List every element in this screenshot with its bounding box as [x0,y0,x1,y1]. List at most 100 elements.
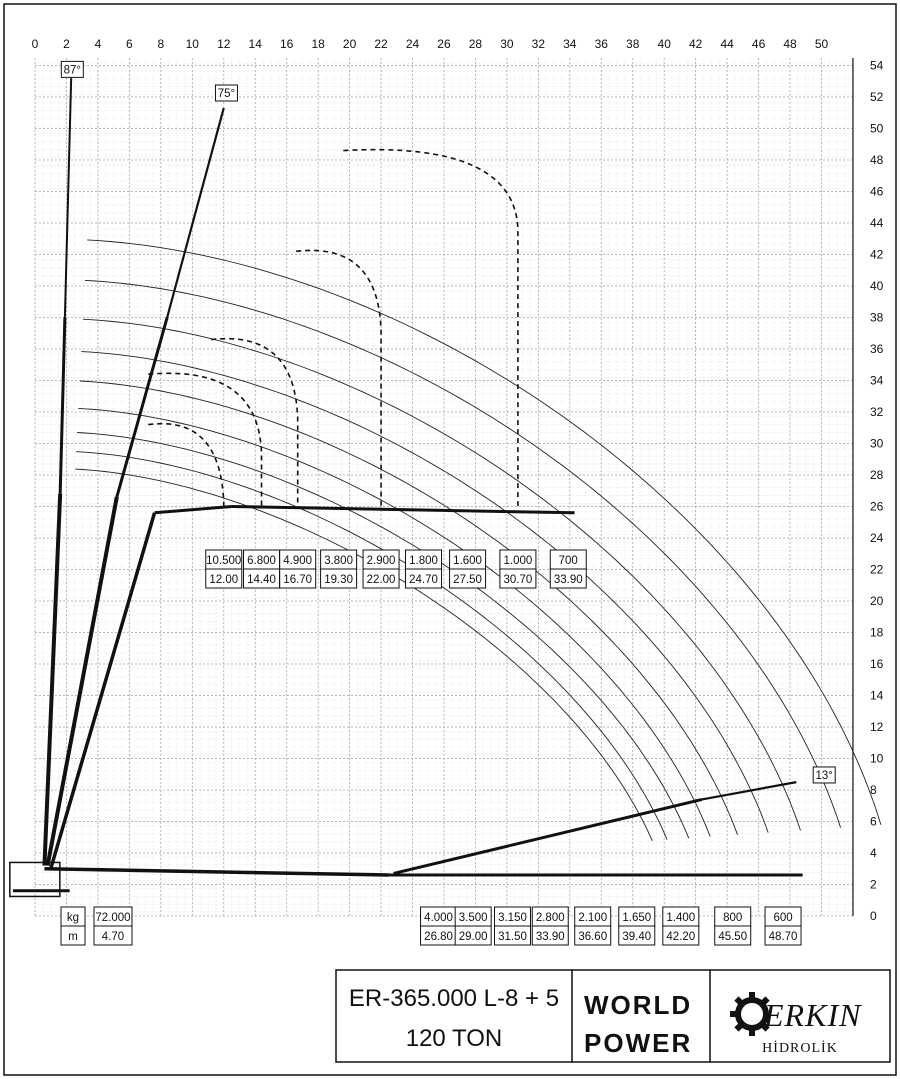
boom-segment [49,512,157,870]
lower-row-label-m-cell [60,925,86,946]
x-tick-label: 44 [720,37,734,51]
upper-m-value: 12.00 [209,574,238,586]
lower-row-label-kg: kg [67,912,79,924]
x-tick-label: 48 [783,37,797,51]
range-arc [82,318,801,831]
x-tick-label: 50 [815,37,829,51]
boom-segment [42,493,63,866]
y-tick-label: 2 [870,878,877,892]
lower-base-kg: 72.000 [95,912,130,924]
y-tick-label: 14 [870,689,884,703]
lower-kg-value: 1.400 [666,912,695,924]
lower-m-value: 42.20 [666,931,695,943]
lower-m-value-cell [574,925,612,946]
boom-segment [44,867,389,877]
x-tick-label: 8 [157,37,164,51]
upper-m-value: 14.40 [247,574,276,586]
x-tick-label: 16 [280,37,294,51]
x-tick-label: 36 [595,37,609,51]
axis-ticks: 0 2 4 6 8 10 12 14 16 18 20 22 24 26 28 30 32 34 36 38 40 42 4… [32,37,884,923]
lower-m-value: 31.50 [498,931,527,943]
range-arc [81,351,769,833]
boom-segment [63,78,73,318]
y-tick-label: 20 [870,594,884,608]
lower-m-value: 45.50 [718,931,747,943]
lower-m-value-cell [493,925,531,946]
upper-m-value: 30.70 [504,574,533,586]
dashed-zone-curve [211,337,299,507]
upper-m-value: 33.90 [554,574,583,586]
upper-m-value-cell [279,568,317,589]
lower-kg-value: 4.000 [424,912,453,924]
outer-frame [3,3,897,1076]
brand-subtitle: HİDROLİK [762,1040,838,1056]
world-power-logo-line2: POWER [584,1028,692,1058]
y-tick-label: 4 [870,846,877,860]
upper-kg-value: 10.500 [206,555,241,567]
capacity-title: 120 TON [406,1025,503,1052]
lower-kg-value: 3.500 [459,912,488,924]
lower-m-value: 29.00 [459,931,488,943]
angle-label-box [812,766,836,784]
y-tick-label: 48 [870,153,884,167]
dashed-zone-curve [296,249,382,507]
y-tick-label: 44 [870,216,884,230]
lower-m-value-cell [618,925,656,946]
x-tick-label: 4 [95,37,102,51]
y-tick-label: 52 [870,90,884,104]
x-tick-label: 0 [32,37,39,51]
upper-kg-value: 4.900 [283,555,312,567]
y-tick-label: 28 [870,468,884,482]
x-tick-label: 32 [532,37,546,51]
x-tick-label: 40 [658,37,672,51]
range-arc [79,380,738,835]
boom-segment [58,317,67,494]
lower-m-value-cell [454,925,492,946]
crane-base [9,861,61,898]
dashed-zone-curve [343,148,519,507]
brand-name: ERKIN [763,997,862,1033]
lower-m-value-cell [662,925,700,946]
y-tick-label: 6 [870,815,877,829]
upper-kg-value: 700 [559,555,578,567]
lower-m-value: 33.90 [536,931,565,943]
boom-segment [393,797,703,875]
x-tick-label: 2 [63,37,70,51]
upper-m-value: 24.70 [409,574,438,586]
y-tick-label: 50 [870,122,884,136]
x-tick-label: 12 [217,37,231,51]
y-tick-label: 12 [870,720,884,734]
boom-segment [166,107,225,318]
y-tick-label: 0 [870,909,877,923]
x-tick-label: 22 [374,37,388,51]
y-tick-label: 18 [870,626,884,640]
y-tick-label: 46 [870,185,884,199]
lower-kg-value: 800 [723,912,742,924]
y-tick-label: 16 [870,657,884,671]
dashed-zone-curve [148,422,225,507]
x-tick-label: 46 [752,37,766,51]
lower-m-value-cell [531,925,569,946]
upper-m-value: 22.00 [367,574,396,586]
x-tick-label: 24 [406,37,420,51]
y-tick-label: 10 [870,752,884,766]
x-tick-label: 6 [126,37,133,51]
boom-segment [701,781,797,801]
upper-m-value: 27.50 [453,574,482,586]
lower-kg-value: 600 [773,912,792,924]
lower-base-m: 4.70 [102,931,124,943]
angle-label-box [60,60,84,78]
upper-m-value-cell [449,568,487,589]
lower-m-value: 36.60 [578,931,607,943]
lower-kg-value: 3.150 [498,912,527,924]
y-tick-label: 34 [870,374,884,388]
x-tick-label: 26 [437,37,451,51]
x-tick-label: 20 [343,37,357,51]
x-tick-label: 18 [311,37,325,51]
lower-m-value: 26.80 [424,931,453,943]
upper-kg-value: 6.800 [247,555,276,567]
y-tick-label: 8 [870,783,877,797]
x-tick-label: 28 [469,37,483,51]
